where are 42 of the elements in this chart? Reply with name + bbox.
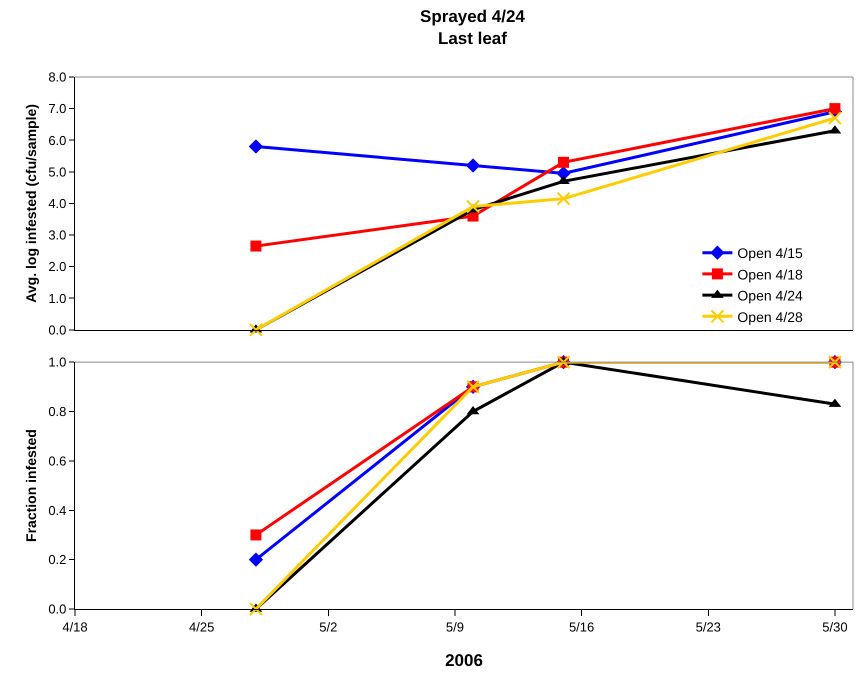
y-tick-label: 6.0 <box>48 132 66 148</box>
legend-label: Open 4/24 <box>737 288 803 304</box>
point <box>558 156 570 168</box>
point <box>556 192 571 206</box>
y-tick-label: 1.0 <box>48 354 66 370</box>
point <box>248 602 263 616</box>
y-axis-title: Fraction infested <box>22 429 39 542</box>
x-tick-label: 5/9 <box>446 620 464 635</box>
y-tick-label: 5.0 <box>48 164 66 180</box>
x-tick-label: 4/18 <box>62 620 88 635</box>
point <box>466 200 480 214</box>
y-tick-label: 0.4 <box>48 502 66 518</box>
legend-label: Open 4/15 <box>737 245 803 262</box>
x-axis-title: 2006 <box>445 651 483 670</box>
point <box>829 103 840 114</box>
y-tick-label: 7.0 <box>48 101 66 116</box>
point <box>466 158 480 173</box>
point <box>250 240 262 252</box>
point <box>250 529 262 540</box>
y-tick-label: 8.0 <box>48 70 66 85</box>
y-tick-label: 0.8 <box>48 404 66 420</box>
y-tick-label: 0.0 <box>48 322 66 338</box>
legend-label: Open 4/28 <box>737 308 803 325</box>
point <box>248 139 264 154</box>
x-tick-label: 4/25 <box>188 620 214 635</box>
y-tick-label: 0.0 <box>48 602 66 617</box>
y-tick-label: 3.0 <box>48 228 66 243</box>
x-tick-label: 5/16 <box>568 620 594 635</box>
chart-title: Sprayed 4/24 Last leaf <box>420 7 526 48</box>
y-tick-label: 1.0 <box>48 290 66 306</box>
x-tick-label: 5/30 <box>822 620 848 635</box>
point <box>248 552 264 567</box>
legend-label: Open 4/18 <box>737 266 803 282</box>
y-tick-label: 2.0 <box>48 259 66 274</box>
point <box>828 111 842 126</box>
x-tick-label: 5/23 <box>696 620 721 635</box>
point <box>248 322 263 337</box>
y-axis-title: Avg. log infested (cfu/sample) <box>22 104 39 303</box>
x-tick-label: 5/2 <box>319 620 338 635</box>
y-tick-label: 4.0 <box>48 196 66 211</box>
y-tick-label: 0.2 <box>48 552 66 568</box>
y-tick-label: 0.6 <box>48 453 66 468</box>
